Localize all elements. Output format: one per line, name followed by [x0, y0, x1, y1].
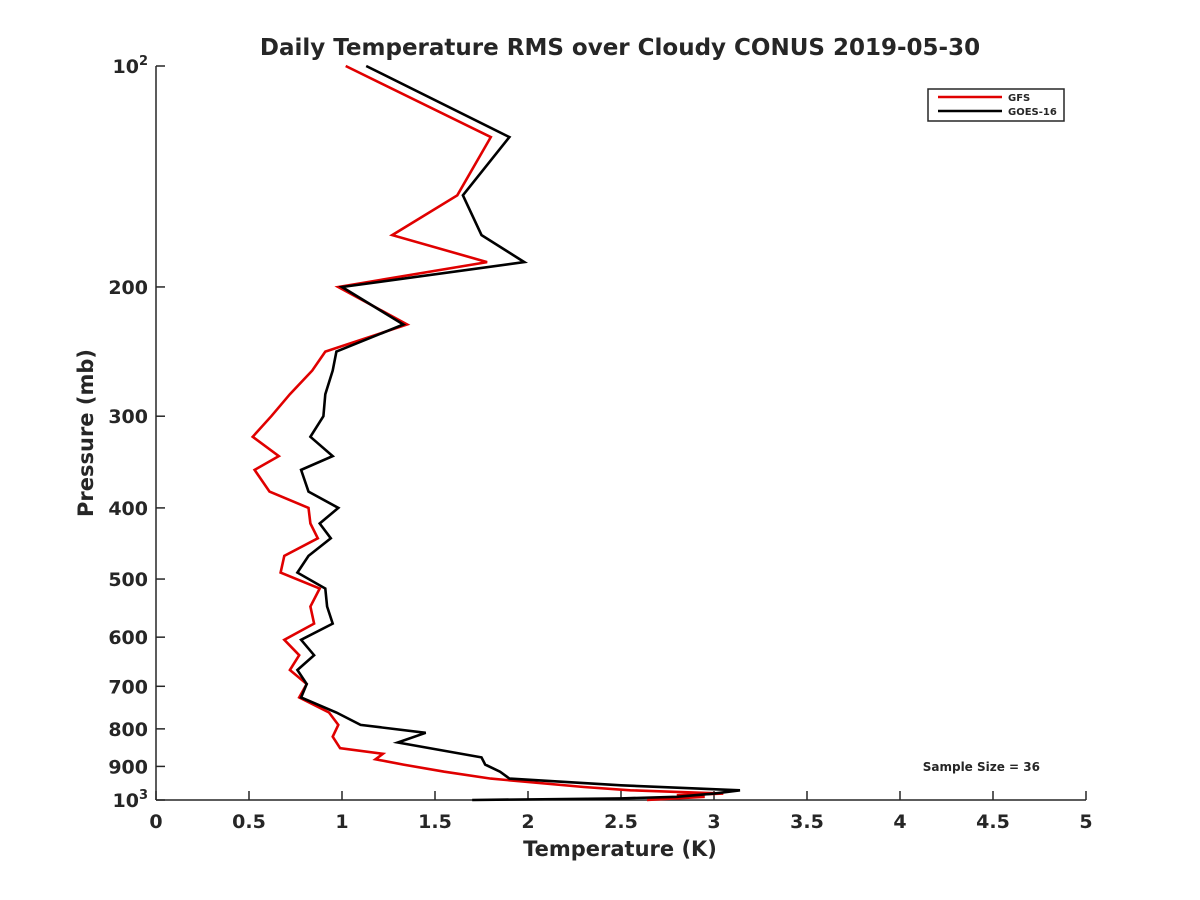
- y-tick-label: 700: [108, 676, 148, 698]
- x-tick-label: 3.5: [790, 811, 824, 833]
- x-axis-label: Temperature (K): [523, 837, 717, 861]
- chart-title: Daily Temperature RMS over Cloudy CONUS …: [260, 35, 980, 61]
- series-line-gfs: [250, 64, 724, 802]
- y-tick-label-exponent: 2: [139, 54, 148, 69]
- x-tick-label: 4: [893, 811, 906, 833]
- y-tick-label: 500: [108, 569, 148, 591]
- y-tick-label-base: 400: [108, 498, 148, 520]
- x-tick-label: 2: [521, 811, 534, 833]
- y-tick-label: 300: [108, 406, 148, 428]
- y-tick-label: 400: [108, 498, 148, 520]
- y-tick-label-base: 900: [108, 756, 148, 778]
- y-tick-label: 800: [108, 719, 148, 741]
- sample-size-annotation: Sample Size = 36: [923, 760, 1040, 774]
- y-tick-label-base: 200: [108, 277, 148, 299]
- y-tick-label: 102: [113, 54, 149, 78]
- y-axis-label: Pressure (mb): [74, 349, 98, 517]
- y-tick-label: 900: [108, 756, 148, 778]
- legend: GFS GOES-16: [927, 88, 1065, 122]
- y-tick-label-base: 10: [113, 56, 139, 78]
- y-tick-label: 200: [108, 277, 148, 299]
- y-tick-label-base: 700: [108, 676, 148, 698]
- y-tick-label-base: 800: [108, 719, 148, 741]
- x-tick-label: 3: [707, 811, 720, 833]
- y-tick-label-base: 500: [108, 569, 148, 591]
- x-tick-label: 1: [335, 811, 348, 833]
- x-tick-label: 5: [1079, 811, 1092, 833]
- legend-label-goes-16: GOES-16: [1008, 107, 1057, 118]
- x-tick-label: 1.5: [418, 811, 452, 833]
- x-tick-label: 0.5: [232, 811, 266, 833]
- y-tick-label: 600: [108, 627, 148, 649]
- legend-label-gfs: GFS: [1008, 93, 1030, 104]
- x-tick-label: 2.5: [604, 811, 638, 833]
- series-layer: [250, 64, 741, 802]
- y-tick-label-base: 300: [108, 406, 148, 428]
- y-tick-label-base: 10: [113, 790, 139, 812]
- legend-box: [927, 88, 1065, 122]
- y-tick-label: 103: [113, 788, 149, 812]
- y-tick-label-exponent: 3: [139, 788, 148, 803]
- x-tick-label: 0: [149, 811, 162, 833]
- x-tick-label: 4.5: [976, 811, 1010, 833]
- series-line-goes-16: [295, 64, 741, 802]
- y-tick-label-base: 600: [108, 627, 148, 649]
- x-axis-ticks: 0 0.5 1 1.5 2 2.5 3 3.5 4 4.5 5: [149, 791, 1093, 833]
